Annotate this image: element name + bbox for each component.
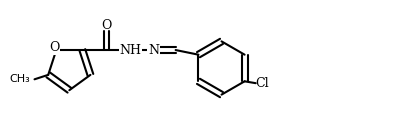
Text: N: N (148, 44, 159, 57)
Text: O: O (101, 19, 112, 33)
Text: CH₃: CH₃ (9, 74, 30, 84)
Text: O: O (49, 41, 59, 54)
Text: Cl: Cl (256, 77, 269, 90)
Text: NH: NH (119, 44, 141, 57)
